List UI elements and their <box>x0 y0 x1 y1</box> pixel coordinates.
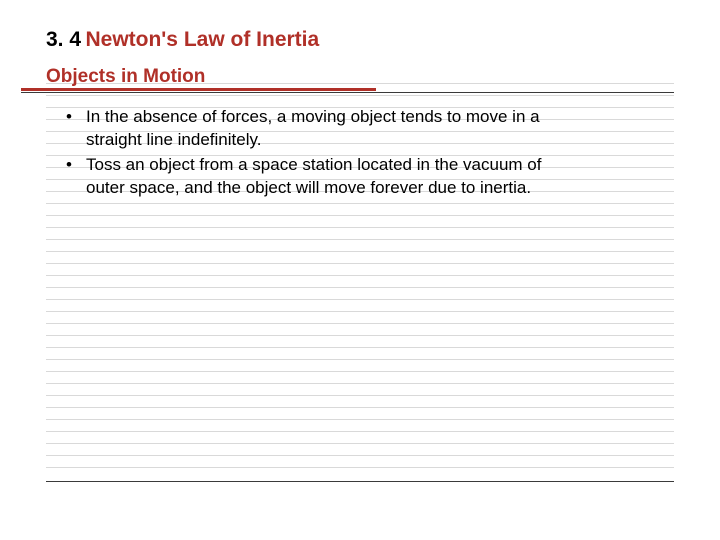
heading-row: 3. 4 Newton's Law of Inertia <box>46 28 674 52</box>
subheading-row: Objects in Motion <box>46 66 674 88</box>
subheading: Objects in Motion <box>46 66 205 88</box>
slide: 3. 4 Newton's Law of Inertia Objects in … <box>0 0 720 540</box>
section-title: Newton's Law of Inertia <box>85 28 319 51</box>
underline-red <box>21 88 376 91</box>
list-item: Toss an object from a space station loca… <box>86 154 584 200</box>
section-number: 3. 4 <box>46 28 81 51</box>
rule-wrap <box>205 68 674 88</box>
list-item: In the absence of forces, a moving objec… <box>86 106 584 152</box>
section-title-text: Newton's Law of Inertia <box>85 28 319 51</box>
underline-black <box>21 92 674 93</box>
bottom-rule <box>46 481 674 482</box>
bullet-list: In the absence of forces, a moving objec… <box>46 106 674 200</box>
